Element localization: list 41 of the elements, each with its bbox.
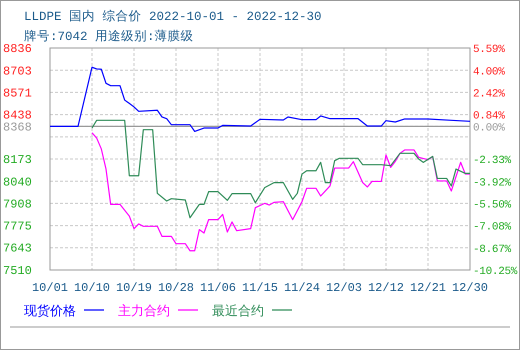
y2-tick-label: 4.00% <box>473 66 506 78</box>
y-tick-label: 8173 <box>3 153 32 167</box>
y-tick-label: 8836 <box>3 42 32 56</box>
x-tick-label: 10/10 <box>74 281 110 295</box>
y-tick-label: 7510 <box>3 264 32 278</box>
chart-subtitle: 牌号:7042 用途级别:薄膜级 <box>24 29 194 44</box>
y2-tick-label: -5.50% <box>473 199 512 212</box>
y-tick-label: 8703 <box>3 64 32 78</box>
y2-tick-label: 5.59% <box>473 44 506 56</box>
x-tick-label: 10/01 <box>32 281 68 295</box>
legend-label: 现货价格 <box>24 304 76 319</box>
legend-label: 主力合约 <box>118 303 170 319</box>
x-tick-label: 11/06 <box>200 281 236 295</box>
x-tick-label: 12/21 <box>410 281 446 295</box>
y-tick-label: 7775 <box>3 220 32 234</box>
x-tick-label: 11/15 <box>242 281 278 295</box>
y-tick-label: 7908 <box>3 197 32 212</box>
y-tick-label: 7643 <box>3 242 32 256</box>
x-tick-label: 12/30 <box>452 281 488 295</box>
y-tick-label: 8571 <box>3 86 32 100</box>
y-tick-label: 8368 <box>3 120 32 134</box>
x-tick-label: 10/19 <box>116 281 152 295</box>
y2-tick-label: -8.67% <box>473 244 512 256</box>
y2-tick-label: -7.08% <box>473 222 512 234</box>
y-tick-label: 8438 <box>3 108 32 123</box>
legend-label: 最近合约 <box>212 304 264 319</box>
y-tick-label: 8040 <box>3 175 32 190</box>
y2-tick-label: -2.33% <box>473 155 512 167</box>
x-tick-label: 12/12 <box>368 281 404 295</box>
y2-tick-label: -3.92% <box>473 177 512 190</box>
chart-title: LLDPE 国内 综合价 2022-10-01 - 2022-12-30 <box>24 9 322 24</box>
line-series <box>49 66 471 132</box>
x-tick-label: 10/28 <box>158 281 194 295</box>
y2-tick-label: 0.00% <box>473 122 506 134</box>
line-series <box>91 132 471 252</box>
y2-tick-label: -10.25% <box>473 266 518 278</box>
y2-tick-label: 0.84% <box>473 110 506 123</box>
y2-tick-label: 2.42% <box>473 88 506 100</box>
line-series <box>91 120 471 218</box>
x-tick-label: 12/03 <box>326 281 362 295</box>
x-tick-label: 11/24 <box>284 281 320 295</box>
